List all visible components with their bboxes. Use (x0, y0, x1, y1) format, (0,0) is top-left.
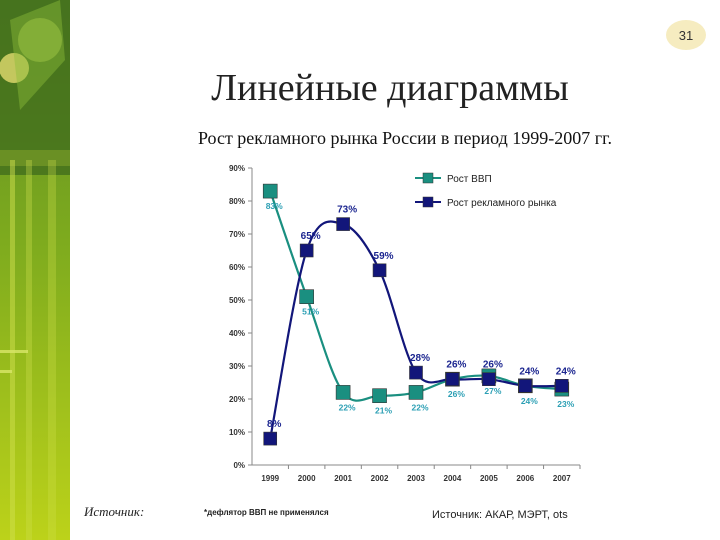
y-tick-label: 40% (229, 329, 245, 338)
series-point-ad (300, 244, 313, 257)
data-label-gdp: 24% (521, 396, 538, 406)
data-label-ad: 59% (374, 251, 394, 262)
y-tick-label: 10% (229, 428, 245, 437)
x-tick-label: 2006 (516, 474, 534, 483)
data-label-gdp: 22% (411, 402, 428, 412)
slide-title: Линейные диаграммы (90, 66, 690, 110)
x-tick-label: 2000 (298, 474, 316, 483)
legend-label-ad: Рост рекламного рынка (447, 198, 557, 209)
y-tick-label: 80% (229, 197, 245, 206)
data-label-gdp: 26% (448, 389, 465, 399)
series-point-ad (482, 373, 495, 386)
data-label-ad: 24% (556, 366, 576, 377)
y-tick-label: 0% (233, 461, 245, 470)
data-label-ad: 28% (410, 353, 430, 364)
data-label-ad: 65% (301, 231, 321, 242)
x-tick-label: 2002 (371, 474, 389, 483)
legend-marker-ad (423, 197, 433, 207)
x-tick-label: 2004 (444, 474, 462, 483)
series-point-ad (337, 218, 350, 231)
series-point-ad (519, 379, 532, 392)
x-tick-label: 2007 (553, 474, 571, 483)
series-point-gdp (263, 184, 277, 198)
y-tick-label: 60% (229, 263, 245, 272)
decorative-side-band (0, 0, 70, 540)
data-label-gdp: 21% (375, 406, 392, 416)
series-point-gdp (300, 290, 314, 304)
data-label-ad: 8% (267, 419, 282, 430)
series-point-ad (555, 379, 568, 392)
data-label-ad: 24% (519, 366, 539, 377)
series-point-ad (373, 264, 386, 277)
data-label-ad: 26% (446, 360, 466, 371)
side-band-graphic (0, 0, 70, 540)
series-point-ad (410, 366, 423, 379)
chart-subtitle: Рост рекламного рынка России в период 19… (90, 128, 720, 149)
y-tick-label: 70% (229, 230, 245, 239)
page-number: 31 (679, 28, 693, 43)
x-tick-label: 2005 (480, 474, 498, 483)
chart-source: Источник: АКАР, МЭРТ, ots (432, 509, 568, 521)
data-label-gdp: 51% (302, 307, 319, 317)
y-tick-label: 90% (229, 164, 245, 173)
data-label-ad: 26% (483, 360, 503, 371)
chart-footnote: *дефлятор ВВП не применялся (204, 508, 329, 517)
x-tick-label: 1999 (261, 474, 279, 483)
series-point-gdp (336, 385, 350, 399)
data-label-gdp: 22% (339, 402, 356, 412)
data-label-ad: 73% (337, 205, 357, 216)
y-tick-label: 50% (229, 296, 245, 305)
x-tick-label: 2003 (407, 474, 425, 483)
legend-marker-gdp (423, 173, 433, 183)
data-label-gdp: 83% (266, 201, 283, 211)
y-tick-label: 20% (229, 395, 245, 404)
y-tick-label: 30% (229, 362, 245, 371)
data-label-gdp: 23% (557, 399, 574, 409)
page-number-badge: 31 (666, 20, 706, 50)
series-point-gdp (409, 385, 423, 399)
series-point-gdp (373, 389, 387, 403)
series-point-ad (446, 373, 459, 386)
legend-label-gdp: Рост ВВП (447, 174, 492, 185)
data-label-gdp: 27% (484, 386, 501, 396)
series-point-ad (264, 432, 277, 445)
source-label: Источник: (84, 504, 144, 520)
x-tick-label: 2001 (334, 474, 352, 483)
line-chart: 0% 10% 20% 30% 40% 50% 60% 70% 80% 90% 1999 2000 200… (210, 158, 600, 498)
